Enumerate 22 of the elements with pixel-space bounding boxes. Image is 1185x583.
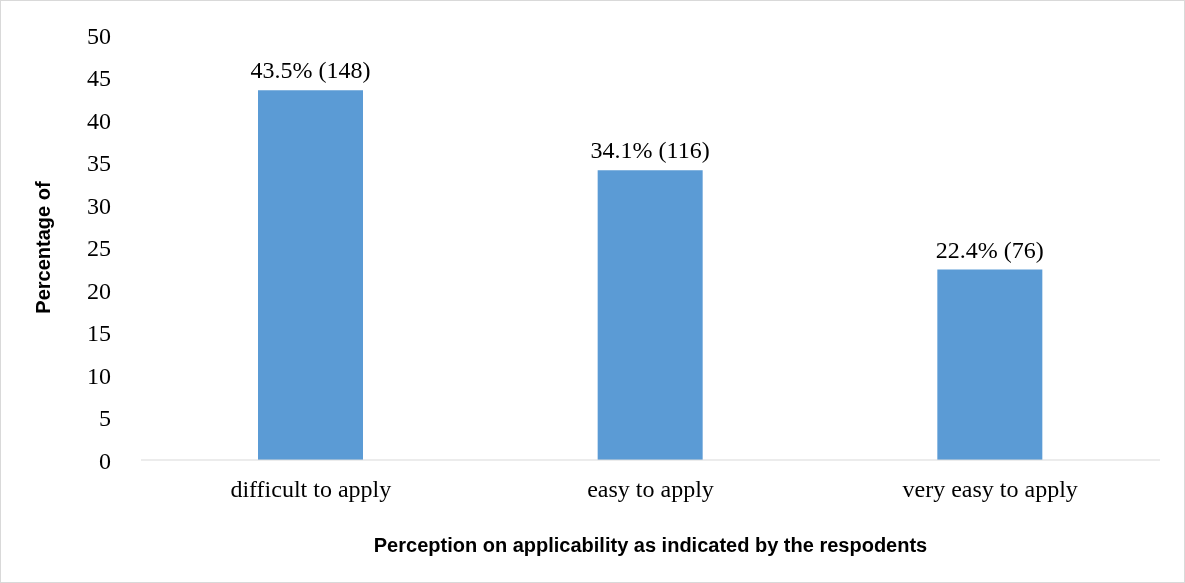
data-label: 22.4% (76) — [935, 236, 1044, 263]
bar — [937, 269, 1043, 460]
x-tick-label: very easy to apply — [902, 476, 1078, 503]
y-tick-label: 0 — [99, 447, 111, 474]
y-tick-label: 5 — [99, 405, 111, 432]
data-label: 43.5% (148) — [250, 57, 371, 84]
y-tick-label: 50 — [87, 22, 111, 49]
y-tick-label: 10 — [87, 362, 111, 389]
y-tick-label: 35 — [87, 150, 111, 177]
data-label: 34.1% (116) — [590, 137, 710, 164]
y-tick-label: 15 — [87, 320, 111, 347]
x-tick-label: difficult to apply — [230, 476, 392, 503]
y-tick-label: 45 — [87, 65, 111, 92]
y-axis-title: Percentage of — [32, 181, 55, 314]
x-tick-label: easy to apply — [587, 476, 714, 503]
bar — [597, 170, 703, 460]
bar — [258, 90, 363, 460]
y-tick-label: 20 — [87, 277, 111, 304]
x-axis-title: Perception on applicability as indicated by the respodents — [373, 534, 928, 556]
y-tick-label: 30 — [87, 192, 111, 219]
y-tick-label: 25 — [87, 235, 111, 262]
y-tick-label: 40 — [87, 107, 111, 134]
